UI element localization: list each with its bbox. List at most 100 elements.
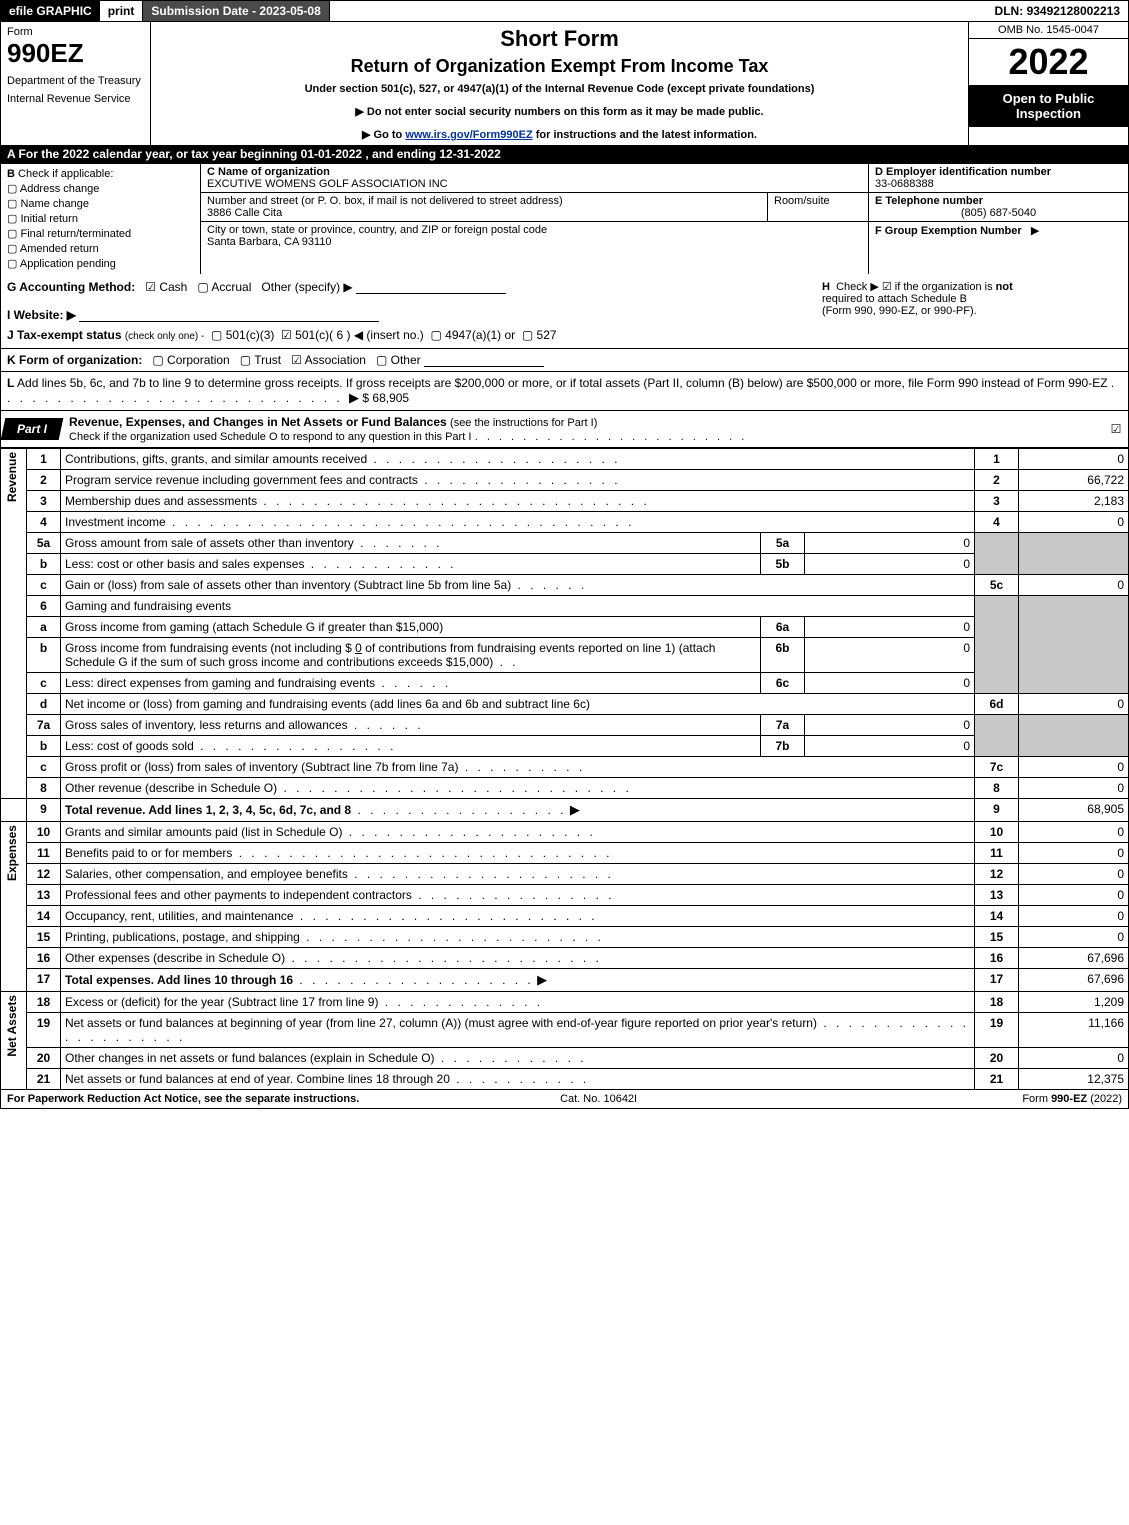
chk-pending[interactable]: ▢ Application pending — [7, 257, 194, 270]
n-14: 14 — [27, 906, 61, 927]
title-short: Short Form — [157, 26, 962, 52]
n-7b: b — [27, 736, 61, 757]
v-14: 0 — [1019, 906, 1129, 927]
chk-initial[interactable]: ▢ Initial return — [7, 212, 194, 225]
v-11: 0 — [1019, 843, 1129, 864]
c-5c: 5c — [975, 575, 1019, 596]
chk-final[interactable]: ▢ Final return/terminated — [7, 227, 194, 240]
n-6d: d — [27, 694, 61, 715]
n-11: 11 — [27, 843, 61, 864]
line-6b: b Gross income from fundraising events (… — [1, 638, 1129, 673]
n-15: 15 — [27, 927, 61, 948]
line-18: Net Assets 18 Excess or (deficit) for th… — [1, 992, 1129, 1013]
6b-amt: 0 — [355, 641, 362, 655]
sl-6a: 6a — [761, 617, 805, 638]
sl-6b: 6b — [761, 638, 805, 673]
c-3: 3 — [975, 491, 1019, 512]
j-501c[interactable]: ☑ — [281, 328, 292, 342]
chk-name[interactable]: ▢ Name change — [7, 197, 194, 210]
section-revenue: Revenue — [5, 452, 19, 502]
j-501c3[interactable]: ▢ — [211, 328, 222, 342]
t-6d: Net income or (loss) from gaming and fun… — [61, 694, 975, 715]
k-other-input[interactable] — [424, 366, 544, 367]
f-arrow: ▶ — [1031, 225, 1039, 237]
chk-address[interactable]: ▢ Address change — [7, 182, 194, 195]
c-7c: 7c — [975, 757, 1019, 778]
n-6c: c — [27, 673, 61, 694]
h-t2: if the organization is — [895, 281, 996, 293]
t-16: Other expenses (describe in Schedule O) … — [61, 948, 975, 969]
k-corp[interactable]: ▢ — [152, 353, 163, 367]
d-lbl: D Employer identification number — [875, 166, 1122, 178]
line-5c: c Gain or (loss) from sale of assets oth… — [1, 575, 1129, 596]
j-o2p: ◀ (insert no.) — [354, 328, 424, 342]
l-lbl: L — [7, 376, 14, 390]
line-5b: b Less: cost or other basis and sales ex… — [1, 554, 1129, 575]
h-t3: required to attach Schedule B — [822, 293, 967, 305]
goto-link[interactable]: www.irs.gov/Form990EZ — [405, 129, 532, 141]
g-cash[interactable]: ☑ — [145, 280, 156, 294]
k-lbl: K Form of organization: — [7, 353, 142, 367]
v-3: 2,183 — [1019, 491, 1129, 512]
v-15: 0 — [1019, 927, 1129, 948]
n-7c: c — [27, 757, 61, 778]
city-value: Santa Barbara, CA 93110 — [207, 236, 862, 248]
g-other-input[interactable] — [356, 293, 506, 294]
k-trust[interactable]: ▢ — [240, 353, 251, 367]
t-10: Grants and similar amounts paid (list in… — [61, 822, 975, 843]
t-15: Printing, publications, postage, and shi… — [61, 927, 975, 948]
chk-amended[interactable]: ▢ Amended return — [7, 242, 194, 255]
c-19: 19 — [975, 1013, 1019, 1048]
n-6: 6 — [27, 596, 61, 617]
c-15: 15 — [975, 927, 1019, 948]
c-18: 18 — [975, 992, 1019, 1013]
l-text: Add lines 5b, 6c, and 7b to line 9 to de… — [17, 376, 1108, 390]
c-room-lbl: Room/suite — [774, 195, 862, 207]
grey-5 — [975, 533, 1019, 575]
l-arrow: ▶ — [349, 390, 359, 405]
lines-table: Revenue 1 Contributions, gifts, grants, … — [0, 448, 1129, 1090]
goto-line: ▶ Go to www.irs.gov/Form990EZ for instru… — [157, 128, 962, 141]
c-room: Room/suite — [768, 193, 868, 221]
k-other[interactable]: ▢ — [376, 353, 387, 367]
k-assoc[interactable]: ☑ — [291, 353, 302, 367]
t-9: Total revenue. Add lines 1, 2, 3, 4, 5c,… — [61, 799, 975, 822]
footer-left: For Paperwork Reduction Act Notice, see … — [1, 1090, 422, 1108]
part-i-checkbox[interactable]: ☑ — [1104, 422, 1128, 436]
ssn-warning: ▶ Do not enter social security numbers o… — [157, 105, 962, 118]
line-4: 4 Investment income . . . . . . . . . . … — [1, 512, 1129, 533]
c-14: 14 — [975, 906, 1019, 927]
j-4947[interactable]: ▢ — [430, 328, 441, 342]
header-mid: Short Form Return of Organization Exempt… — [151, 22, 968, 145]
line-1: Revenue 1 Contributions, gifts, grants, … — [1, 449, 1129, 470]
n-5b: b — [27, 554, 61, 575]
v-10: 0 — [1019, 822, 1129, 843]
t-11: Benefits paid to or for members . . . . … — [61, 843, 975, 864]
part-i-sub: Check if the organization used Schedule … — [69, 431, 471, 443]
t-6: Gaming and fundraising events — [61, 596, 975, 617]
j-note: (check only one) - — [125, 331, 204, 342]
sv-5b: 0 — [805, 554, 975, 575]
k-o4: Other — [391, 353, 421, 367]
line-7a: 7a Gross sales of inventory, less return… — [1, 715, 1129, 736]
j-o1: 501(c)(3) — [226, 328, 275, 342]
line-7b: b Less: cost of goods sold . . . . . . .… — [1, 736, 1129, 757]
part-i-tab: Part I — [1, 418, 64, 440]
line-a: A For the 2022 calendar year, or tax yea… — [0, 145, 1129, 164]
t-12: Salaries, other compensation, and employ… — [61, 864, 975, 885]
f-group: F Group Exemption Number ▶ — [869, 222, 1128, 239]
block-h: H Check ▶ ☑ if the organization is not r… — [822, 280, 1122, 317]
dept-irs: Internal Revenue Service — [7, 93, 144, 105]
website-input[interactable] — [79, 321, 379, 322]
sv-6c: 0 — [805, 673, 975, 694]
v-20: 0 — [1019, 1048, 1129, 1069]
n-5c: c — [27, 575, 61, 596]
tax-year: 2022 — [969, 39, 1128, 85]
part-i-note: (see the instructions for Part I) — [450, 417, 597, 429]
j-527[interactable]: ▢ — [522, 328, 533, 342]
g-accrual[interactable]: ▢ — [197, 280, 208, 294]
h-checkbox[interactable]: ☑ — [882, 281, 892, 293]
line-10: Expenses 10 Grants and similar amounts p… — [1, 822, 1129, 843]
t-20: Other changes in net assets or fund bala… — [61, 1048, 975, 1069]
print-button[interactable]: print — [100, 1, 144, 21]
